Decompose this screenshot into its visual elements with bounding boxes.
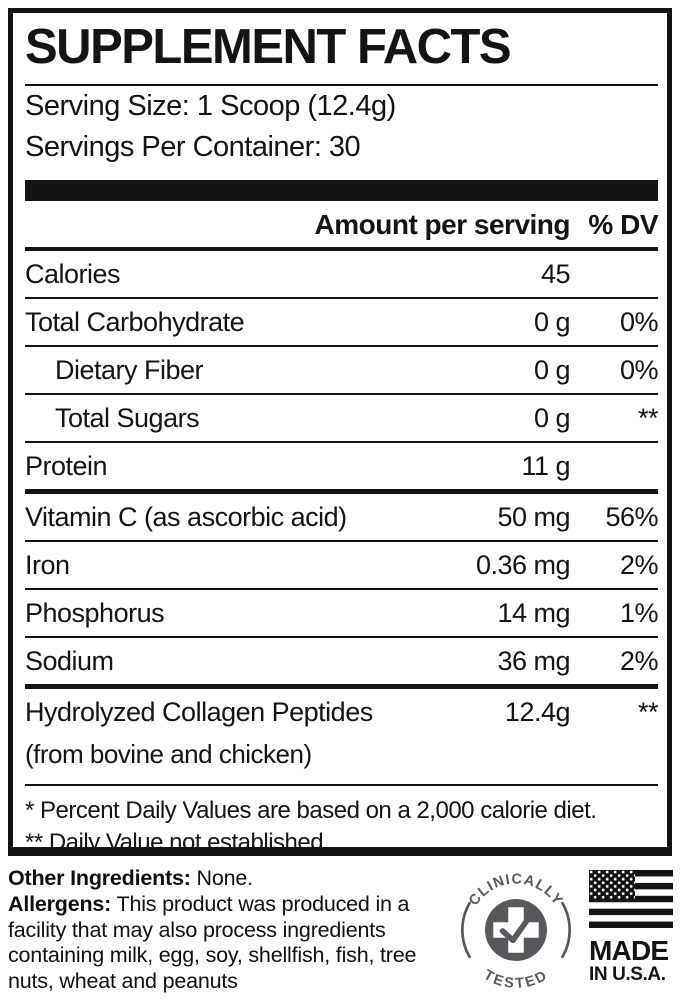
nutrient-dv: ** — [637, 697, 659, 728]
nutrient-dv: 0% — [619, 355, 659, 386]
nutrient-amount: 11 g — [521, 451, 570, 482]
nutrient-amount: 45 — [540, 259, 571, 290]
other-ingredients-value: None. — [196, 866, 254, 890]
column-header-row: Amount per serving % DV — [25, 201, 659, 247]
nutrient-dv: 2% — [619, 550, 659, 581]
nutrient-amount: 0 g — [533, 307, 571, 338]
amount-column-header: Amount per serving — [314, 209, 571, 241]
other-ingredients: Other Ingredients: None. — [8, 866, 460, 892]
divider — [25, 83, 658, 86]
table-row: Hydrolyzed Collagen Peptides 12.4g ** (f… — [25, 684, 659, 784]
dv-column-header: % DV — [588, 209, 658, 241]
footnotes: * Percent Daily Values are based on a 2,… — [25, 786, 658, 865]
nutrient-dv: 0% — [619, 307, 659, 338]
nutrient-name: Calories — [25, 259, 121, 290]
made-in-usa-line2: IN U.S.A. — [589, 964, 666, 985]
nutrient-dv: 2% — [619, 646, 659, 677]
nutrient-table: Calories 45 Total Carbohydrate 0 g 0% Di… — [25, 251, 659, 784]
allergens-label: Allergens: — [8, 891, 112, 916]
nutrient-name: Iron — [25, 550, 70, 581]
nutrient-amount: 12.4g — [504, 697, 571, 728]
nutrient-amount: 0.36 mg — [475, 550, 571, 581]
nutrient-name: Total Carbohydrate — [25, 307, 245, 338]
panel-title: SUPPLEMENT FACTS — [25, 20, 512, 74]
divider — [25, 247, 658, 252]
plus-icon — [493, 907, 539, 953]
badge-bottom-text: TESTED — [481, 967, 549, 992]
nutrient-name: Total Sugars — [55, 403, 200, 434]
checkmark-icon — [499, 909, 536, 944]
table-row: Calories 45 — [25, 251, 658, 297]
nutrient-name: Hydrolyzed Collagen Peptides — [25, 697, 373, 728]
nutrient-amount: 0 g — [533, 403, 571, 434]
table-row: Sodium 36 mg 2% — [25, 636, 659, 684]
nutrient-amount: 0 g — [533, 355, 571, 386]
nutrient-amount: 36 mg — [497, 646, 570, 677]
nutrient-name: Sodium — [25, 646, 114, 677]
footnote-not-established: ** Daily Value not established — [25, 829, 324, 857]
left-paren-arc — [461, 901, 471, 959]
allergens-text: This product was produced in a facility … — [8, 891, 417, 994]
allergens: Allergens: This product was produced in … — [8, 892, 460, 995]
nutrient-name: Protein — [25, 451, 108, 482]
serving-size: Serving Size: 1 Scoop (12.4g) — [25, 89, 396, 122]
made-in-usa-line1: MADE — [589, 935, 669, 966]
svg-text:TESTED: TESTED — [481, 967, 552, 992]
footnote-daily-values: * Percent Daily Values are based on a 2,… — [25, 797, 597, 825]
table-row: Vitamin C (as ascorbic acid) 50 mg 56% — [25, 489, 659, 540]
table-row: Iron 0.36 mg 2% — [25, 540, 659, 588]
footer-text: Other Ingredients: None. Allergens: This… — [8, 866, 460, 995]
table-row: Phosphorus 14 mg 1% — [25, 588, 659, 636]
nutrient-dv: ** — [637, 403, 659, 434]
nutrient-amount: 50 mg — [497, 502, 570, 533]
made-in-usa-block: MADE IN U.S.A. — [589, 870, 673, 984]
divider — [25, 784, 658, 787]
servings-per-container: Servings Per Container: 30 — [25, 131, 361, 164]
clinically-tested-badge-icon: CLINICALLY TESTED — [461, 871, 571, 992]
nutrient-dv: 56% — [605, 502, 658, 533]
right-paren-arc — [561, 901, 571, 959]
usa-flag-icon — [589, 870, 673, 928]
table-row: Total Sugars 0 g ** — [25, 393, 659, 441]
nutrient-amount: 14 mg — [497, 598, 570, 629]
nutrient-name: Dietary Fiber — [55, 355, 204, 386]
supplement-facts-panel: SUPPLEMENT FACTS Serving Size: 1 Scoop (… — [8, 8, 672, 856]
table-row: Dietary Fiber 0 g 0% — [25, 345, 659, 393]
section-bar — [25, 180, 658, 202]
other-ingredients-label: Other Ingredients: — [8, 866, 191, 890]
nutrient-name: Vitamin C (as ascorbic acid) — [25, 502, 347, 533]
table-row: Total Carbohydrate 0 g 0% — [25, 297, 659, 345]
nutrient-name: Phosphorus — [25, 598, 165, 629]
nutrient-subtext: (from bovine and chicken) — [25, 739, 312, 770]
table-row: Protein 11 g — [25, 441, 658, 489]
nutrient-dv: 1% — [619, 598, 659, 629]
